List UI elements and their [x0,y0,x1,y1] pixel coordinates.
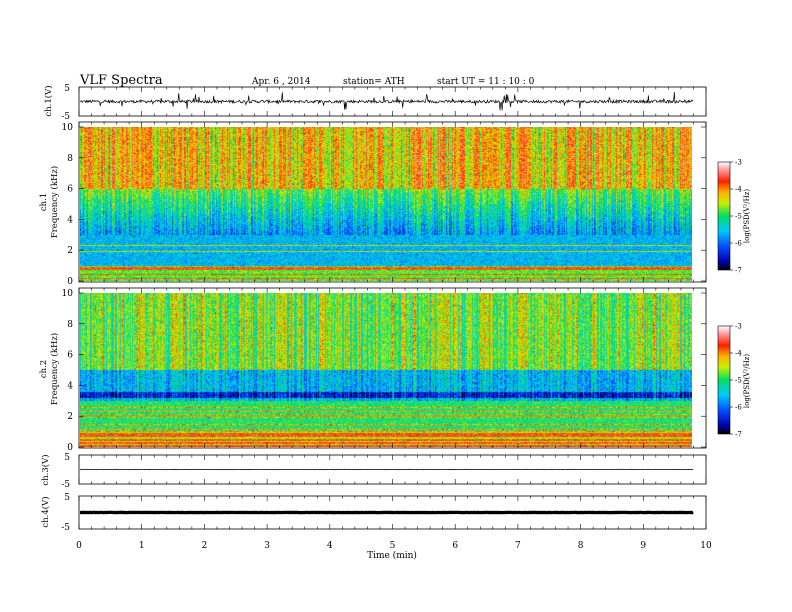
ch1-spectrogram-image [80,127,692,281]
colorbar-tick-label: -4 [735,186,742,194]
y-tick-label: 8 [67,154,73,164]
colorbar-tick-label: -6 [735,240,742,248]
x-tick-label: 4 [327,541,333,551]
ch1-colorbar [717,161,731,271]
ch4-waveform-ticks [78,496,707,529]
colorbar-tick-label: -3 [735,159,742,167]
ch2-colorbar [717,325,731,435]
y-tick-label: 10 [62,123,74,133]
x-tick-label: 5 [390,541,396,551]
ch1-ytick-bottom: -5 [61,112,70,122]
y-tick-label: 0 [67,277,73,287]
ch2-spectrogram-image [80,293,692,447]
ch2-colorbar-ticks: -7 -6 -5 -4 -3 [730,323,742,439]
ch1-spectrogram-ylabel-channel: ch.1 [39,193,49,211]
ch2-spectrogram-yticklabels: 0 2 4 6 8 10 [62,289,706,453]
ch1-ytick-top: 5 [64,84,70,94]
ch1-waveform-trace [80,91,694,111]
y-tick-label: 4 [67,381,73,391]
x-tick-label: 10 [700,541,712,551]
ch2-spectrogram-ticks [78,288,707,448]
ch1-colorbar-label: log(PSD(V²/Hz) [743,189,751,244]
date-label: Apr. 6 , 2014 [251,77,311,87]
ch3-waveform-panel: 5 -5 ch.3(V) [40,453,707,490]
colorbar-tick-label: -5 [735,213,742,221]
colorbar-tick-label: -5 [735,377,742,385]
x-tick-label: 9 [640,541,646,551]
x-axis-ticklabels: 0 1 2 3 4 5 6 7 8 9 10 [76,541,712,551]
ch1-waveform-panel: 5 -5 ch.1(V) [43,84,707,122]
colorbar-tick-label: -6 [735,404,742,412]
y-tick-label: 10 [62,289,74,299]
ch4-waveform-panel: 5 -5 ch.4(V) [40,493,707,533]
ch1-spectrogram-yticklabels: 0 2 4 6 8 10 [62,123,706,287]
chart-title: VLF Spectra [79,73,163,88]
x-tick-label: 1 [139,541,145,551]
colorbar-tick-label: -7 [735,431,742,439]
ch4-ytick-bottom: -5 [61,523,70,533]
ch3-ytick-top: 5 [64,453,70,463]
y-tick-label: 8 [67,320,73,330]
ch3-ytick-bottom: -5 [61,480,70,490]
y-tick-label: 6 [67,185,73,195]
ch2-spectrogram-ylabel-channel: ch.2 [39,360,49,378]
ch4-ytick-top: 5 [64,493,70,503]
ch1-waveform-ylabel: ch.1(V) [43,85,54,116]
y-tick-label: 2 [67,412,73,422]
colorbar-tick-label: -3 [735,323,742,331]
ch2-spectrogram-ylabel-frequency: Frequency (kHz) [49,333,60,405]
ch1-colorbar-ticks: -7 -6 -5 -4 -3 [730,159,742,275]
ch1-waveform-ticks [78,87,707,116]
y-tick-label: 4 [67,215,73,225]
ch1-spectrogram-ylabel-frequency: Frequency (kHz) [49,166,60,238]
x-tick-label: 2 [202,541,208,551]
colorbar-tick-label: -7 [735,267,742,275]
ch1-spectrogram-ticks [78,122,707,282]
x-tick-label: 6 [452,541,458,551]
y-tick-label: 6 [67,351,73,361]
ch3-waveform-ticks [78,455,707,484]
start-time-label: start UT = 11 : 10 : 0 [437,77,535,87]
x-axis-label: Time (min) [367,550,417,561]
ch2-colorbar-label: log(PSD(V²/Hz) [743,354,751,409]
x-tick-label: 8 [578,541,584,551]
x-tick-label: 3 [264,541,270,551]
y-tick-label: 2 [67,246,73,256]
ch4-waveform-ylabel: ch.4(V) [40,496,51,527]
colorbar-tick-label: -4 [735,350,742,358]
station-label: station= ATH [343,77,405,87]
ch3-waveform-ylabel: ch.3(V) [40,454,51,485]
x-tick-label: 7 [515,541,521,551]
x-tick-label: 0 [76,541,82,551]
y-tick-label: 0 [67,443,73,453]
